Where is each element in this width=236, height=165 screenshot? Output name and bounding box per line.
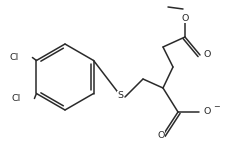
Text: O: O [204, 108, 211, 116]
Text: O: O [181, 14, 189, 23]
Text: O: O [203, 50, 210, 59]
Text: S: S [117, 90, 123, 99]
Text: −: − [213, 102, 220, 112]
Text: Cl: Cl [11, 94, 21, 103]
Text: Cl: Cl [9, 53, 18, 62]
Text: O: O [157, 131, 165, 140]
